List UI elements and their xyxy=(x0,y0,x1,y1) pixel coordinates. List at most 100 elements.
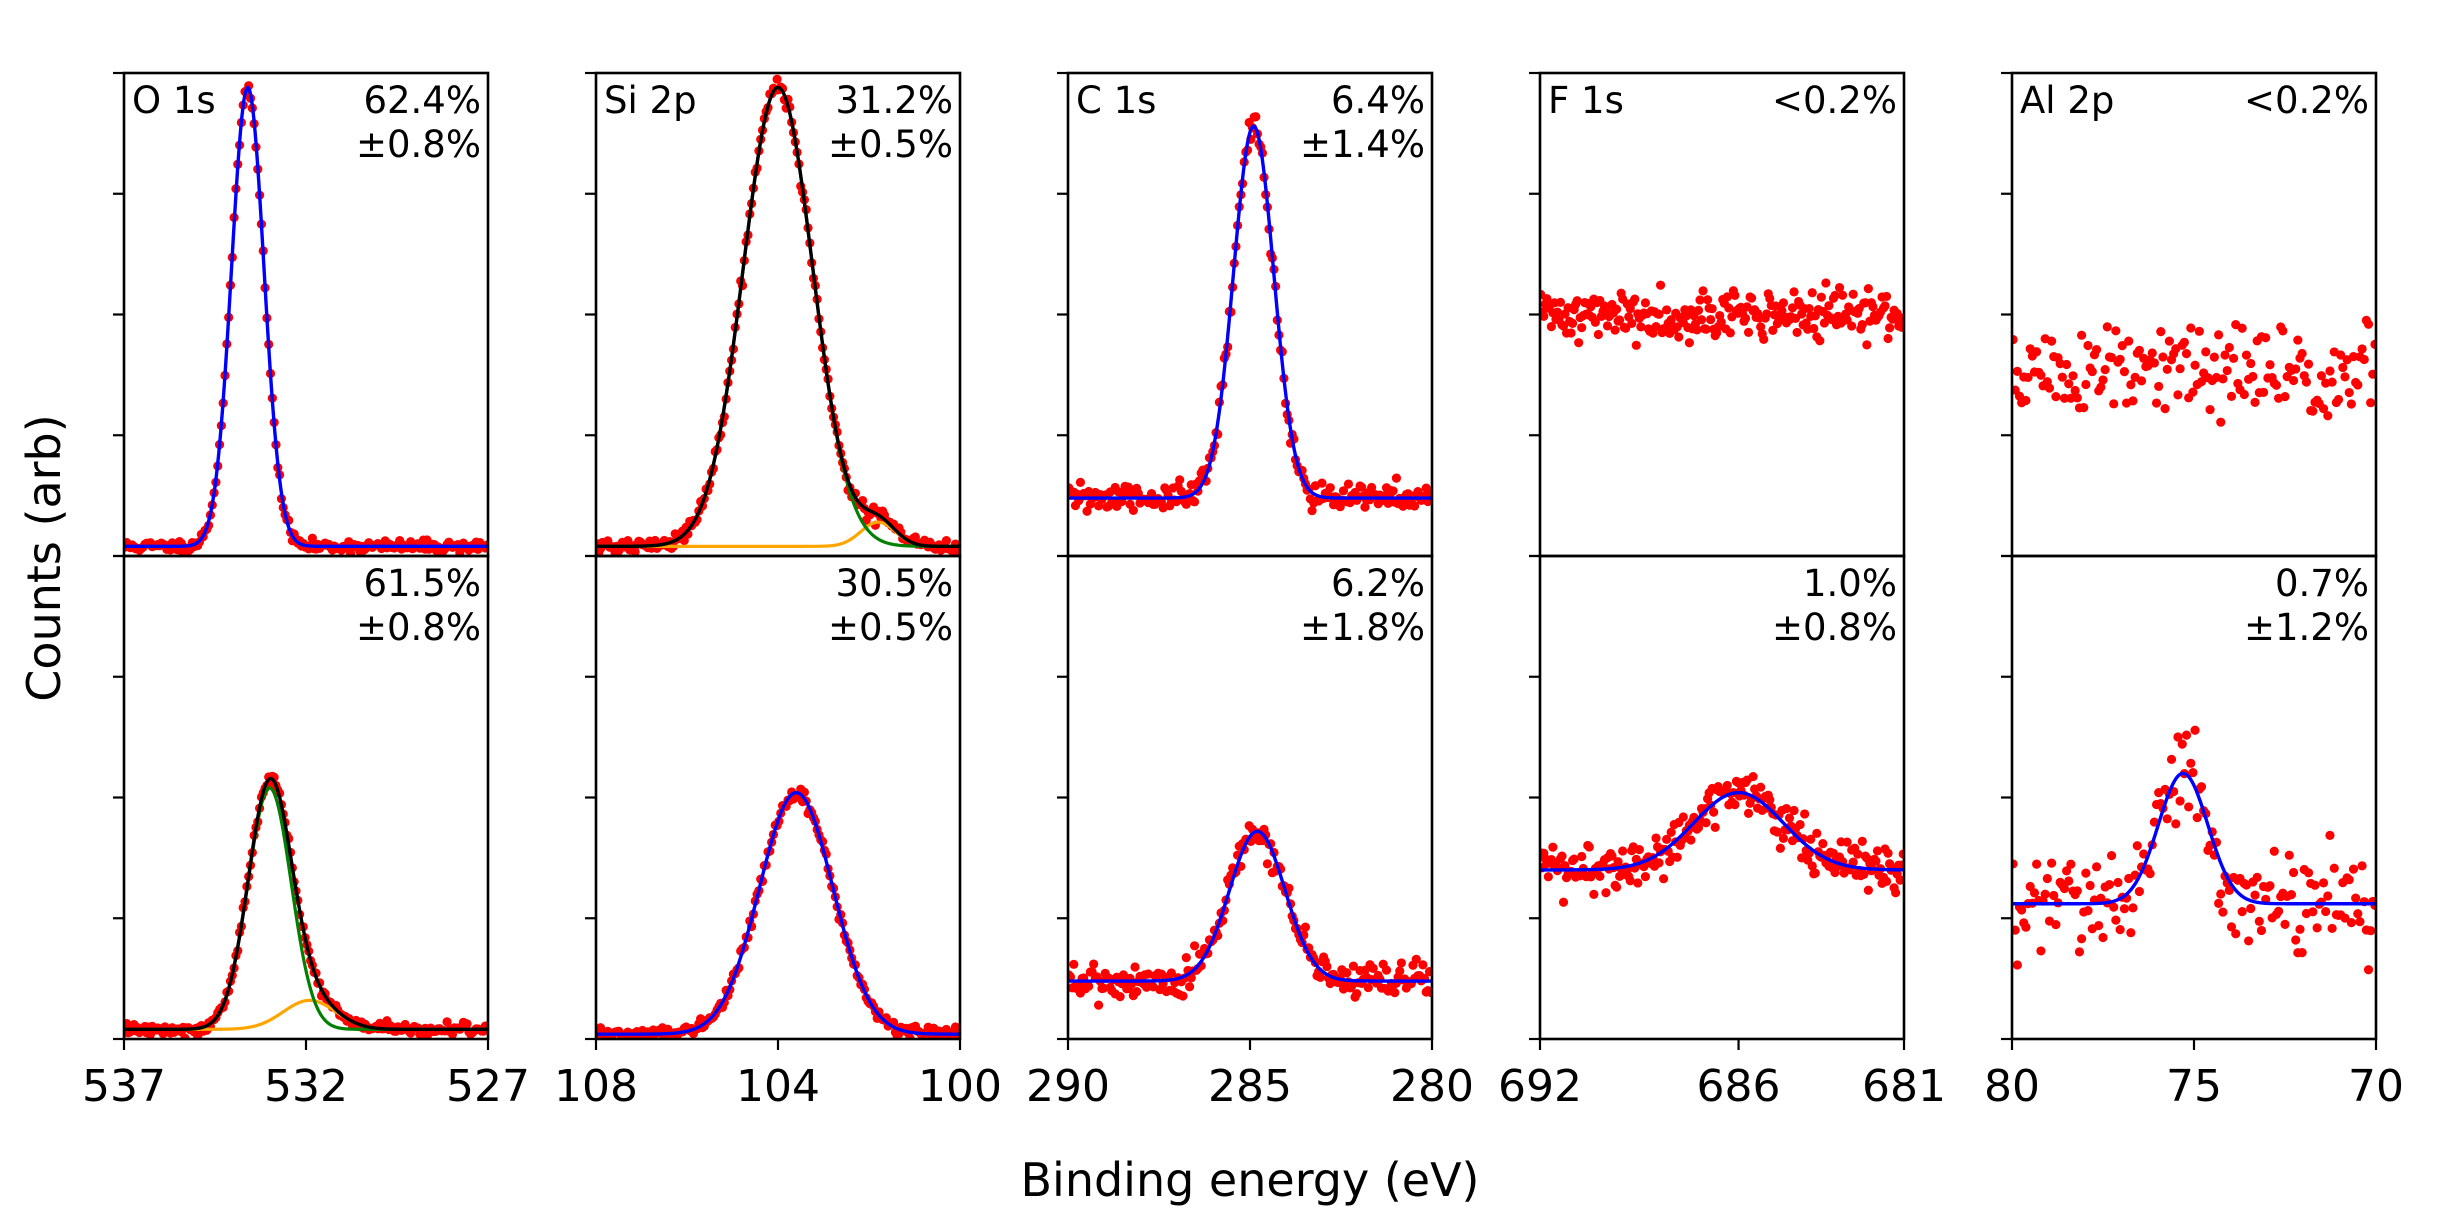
plot-area xyxy=(1068,821,1432,1010)
data-point xyxy=(1068,972,1076,982)
data-point xyxy=(1557,851,1567,861)
data-point xyxy=(2181,730,2192,740)
data-point xyxy=(2291,364,2301,374)
data-point xyxy=(2066,859,2076,869)
data-point xyxy=(2145,869,2155,879)
data-point xyxy=(1847,321,1857,331)
data-point xyxy=(2265,360,2275,370)
data-point xyxy=(2173,732,2183,742)
data-point xyxy=(2136,376,2147,386)
fit-total-line xyxy=(124,85,488,549)
data-point xyxy=(2303,359,2314,369)
data-point xyxy=(1322,961,1332,972)
data-point xyxy=(2072,886,2082,896)
data-point xyxy=(2246,903,2256,914)
data-point xyxy=(2126,380,2136,390)
plot-area xyxy=(2012,315,2376,427)
data-point xyxy=(2149,358,2159,368)
data-point xyxy=(1189,497,1200,507)
data-point xyxy=(2175,796,2185,806)
data-point xyxy=(2269,846,2279,856)
data-point xyxy=(1178,991,1188,1001)
data-point xyxy=(2229,353,2239,363)
data-point xyxy=(1743,327,1754,337)
data-point xyxy=(1871,856,1881,866)
data-point xyxy=(2271,380,2282,390)
data-point xyxy=(2226,922,2237,932)
data-point xyxy=(2237,907,2247,917)
data-point xyxy=(2012,859,2018,869)
data-point xyxy=(2029,888,2040,898)
plot-area xyxy=(596,784,960,1039)
data-point xyxy=(2194,326,2204,336)
data-point xyxy=(2186,758,2196,768)
data-point xyxy=(2273,906,2284,916)
data-point xyxy=(1674,332,1684,342)
data-point xyxy=(2081,379,2091,390)
panel-column-c1s: C 1s 6.4%±1.4% 290 285 280 6.2%±1.8% xyxy=(1026,71,1474,1112)
data-point xyxy=(2036,370,2046,380)
data-point xyxy=(2032,859,2042,869)
data-point xyxy=(1830,290,1840,301)
data-point xyxy=(2173,390,2183,400)
data-point xyxy=(2012,334,2018,345)
data-point xyxy=(1672,852,1682,862)
data-point xyxy=(1722,780,1732,791)
data-point xyxy=(2188,767,2198,778)
data-point xyxy=(1701,818,1711,828)
data-point xyxy=(2366,398,2376,408)
data-point xyxy=(1315,972,1325,982)
data-point xyxy=(1630,294,1640,304)
data-point xyxy=(2111,326,2121,336)
data-point xyxy=(2021,395,2031,406)
data-point xyxy=(2252,872,2262,882)
data-point xyxy=(1730,800,1740,810)
subplot-c1s-top: C 1s 6.4%±1.4% xyxy=(1057,71,1434,558)
data-point xyxy=(1395,966,1405,976)
data-point xyxy=(2117,341,2127,351)
data-point xyxy=(2188,387,2198,397)
data-point xyxy=(2134,345,2144,355)
data-point xyxy=(2190,725,2200,735)
x-tick-label: 285 xyxy=(1208,1061,1292,1112)
data-point xyxy=(1897,860,1904,870)
data-point xyxy=(1881,876,1892,887)
data-point xyxy=(2044,383,2055,393)
data-point xyxy=(1640,872,1651,882)
data-point xyxy=(2179,337,2189,347)
data-point xyxy=(2158,352,2168,362)
data-point xyxy=(1185,982,1195,992)
data-point xyxy=(2288,867,2299,878)
data-point xyxy=(2297,348,2307,359)
data-point xyxy=(2017,905,2027,915)
data-point xyxy=(2184,802,2194,812)
data-point xyxy=(1634,845,1644,855)
data-point xyxy=(1710,822,1720,832)
y-axis-label: Counts (arb) xyxy=(17,414,71,701)
data-point xyxy=(2346,918,2356,928)
data-point xyxy=(1775,843,1785,853)
data-point xyxy=(2126,928,2136,938)
data-point xyxy=(2316,371,2326,381)
data-point xyxy=(1418,960,1428,970)
data-point xyxy=(1772,827,1782,837)
fit-total-line xyxy=(124,776,488,1032)
data-point xyxy=(1569,854,1579,864)
panel-title: F 1s xyxy=(1548,79,1624,122)
data-point xyxy=(1834,282,1845,293)
data-point xyxy=(124,1019,132,1029)
x-tick-label: 686 xyxy=(1697,1061,1781,1112)
data-point xyxy=(1181,953,1191,963)
data-point xyxy=(2250,890,2260,900)
data-point xyxy=(1317,478,1327,488)
data-point xyxy=(1357,482,1367,492)
data-point xyxy=(1342,968,1352,978)
data-point xyxy=(2340,372,2350,382)
data-point xyxy=(2308,907,2318,917)
plot-area xyxy=(1068,112,1432,516)
data-point xyxy=(2250,397,2260,407)
data-point xyxy=(1848,289,1858,299)
data-point xyxy=(2156,327,2166,337)
data-point xyxy=(1115,992,1125,1002)
